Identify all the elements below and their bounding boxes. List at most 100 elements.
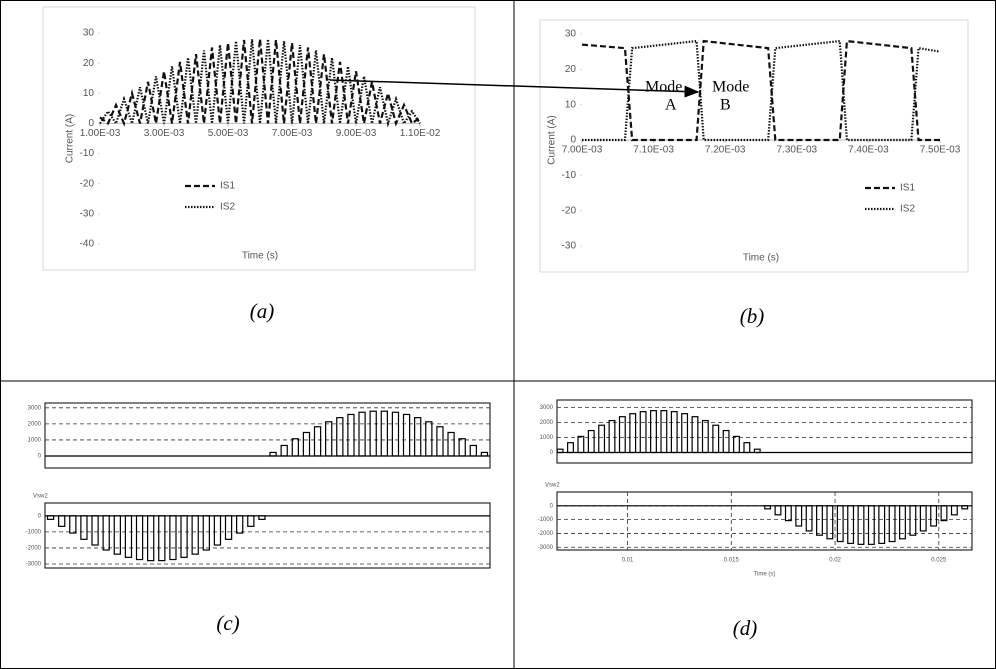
pulse [608, 419, 616, 454]
pulse [113, 515, 121, 555]
y-tick-label: 2000 [540, 420, 554, 426]
pulse [816, 505, 823, 536]
x-tick-label: 0.01 [622, 558, 634, 564]
pulse [650, 410, 657, 454]
series-line [582, 39, 941, 142]
y-axis-label: Vsw2 [545, 483, 560, 489]
pulse [469, 444, 477, 457]
pulse [414, 417, 422, 457]
x-tick-label: 5.00E-03 [208, 128, 249, 139]
x-tick-label: 7.10E-03 [633, 145, 674, 156]
pulse [480, 451, 489, 457]
pulse [147, 515, 155, 562]
pulse [247, 515, 255, 527]
y-tick-label: -2000 [538, 531, 554, 537]
pulse [158, 515, 166, 562]
pulse [691, 416, 699, 454]
annotation: Mode [645, 79, 682, 96]
series-line [581, 39, 940, 142]
pulse [425, 421, 433, 457]
pulse [774, 505, 782, 516]
y-tick-label: -30 [80, 208, 95, 219]
pulse [805, 505, 813, 532]
pulse [58, 515, 66, 527]
pulse [961, 505, 969, 510]
pulse [930, 505, 938, 527]
pulse [291, 438, 299, 457]
pulse [919, 505, 927, 532]
pulse [191, 515, 199, 555]
x-axis-label: Time (s) [242, 251, 278, 262]
pulse [784, 505, 792, 522]
pulse [764, 505, 772, 510]
legend-label: IS2 [220, 202, 235, 213]
pulse [618, 416, 626, 454]
y-tick-label: 0 [550, 450, 554, 456]
y-axis-label: Vsw2 [33, 494, 48, 500]
pulse [888, 505, 896, 543]
pulse [857, 505, 865, 545]
pulse [587, 429, 595, 454]
legend-label: IS1 [900, 183, 915, 194]
y-tick-label: 10 [83, 88, 95, 99]
y-tick-label: 20 [83, 58, 95, 69]
pulse [269, 451, 277, 457]
arrow [329, 79, 700, 98]
plot-frame [44, 502, 491, 569]
pulse [712, 424, 720, 454]
pulse [325, 421, 333, 457]
x-tick-label: 3.00E-03 [144, 128, 185, 139]
x-tick-label: 7.00E-03 [272, 128, 313, 139]
pulse [556, 448, 564, 454]
pulse [577, 435, 585, 454]
x-tick-label: 7.40E-03 [848, 145, 889, 156]
y-tick-label: -20 [562, 205, 577, 216]
pulse [347, 413, 355, 457]
pulse [302, 431, 311, 457]
pulse [878, 505, 886, 545]
pulse [258, 515, 266, 520]
x-tick-label: 0.02 [829, 558, 841, 564]
pulse [670, 411, 678, 454]
pulse [598, 424, 606, 454]
x-tick-label: 7.20E-03 [705, 145, 746, 156]
pulse [836, 505, 844, 543]
x-axis-label: Time (s) [743, 253, 779, 264]
pulse [847, 505, 855, 545]
pulse [46, 515, 55, 520]
y-axis-label: Current (A) [65, 114, 76, 163]
pulse [436, 426, 444, 457]
y-tick-label: 2000 [28, 421, 42, 427]
y-tick-label: -40 [80, 239, 95, 250]
y-tick-label: 30 [83, 28, 95, 39]
x-tick-label: 1.10E-02 [400, 128, 441, 139]
pulse [733, 435, 740, 454]
y-tick-label: -1000 [538, 517, 554, 523]
y-tick-label: -20 [80, 178, 95, 189]
pulse [102, 515, 110, 551]
y-tick-label: 30 [565, 29, 577, 40]
y-tick-label: 3000 [540, 405, 554, 411]
pulse [336, 417, 344, 457]
pulse [280, 444, 288, 457]
pulse [753, 448, 761, 454]
chart-frame [42, 6, 476, 271]
x-tick-label: 7.30E-03 [777, 145, 818, 156]
x-axis-label: Time (s) [754, 572, 776, 578]
pulse [940, 505, 948, 522]
pulse [80, 515, 88, 540]
pulse [124, 515, 133, 558]
plot-frame [556, 399, 973, 464]
annotation: Mode [712, 79, 749, 96]
pulse [202, 515, 210, 551]
caption: (b) [740, 304, 765, 328]
caption: (c) [216, 611, 239, 635]
x-tick-label: 9.00E-03 [336, 128, 377, 139]
pulse [826, 505, 834, 540]
x-tick-label: 7.50E-03 [920, 145, 961, 156]
y-tick-label: -1000 [26, 529, 42, 535]
y-tick-label: -3000 [538, 545, 554, 551]
pulse [722, 429, 730, 454]
pulse [701, 419, 709, 454]
